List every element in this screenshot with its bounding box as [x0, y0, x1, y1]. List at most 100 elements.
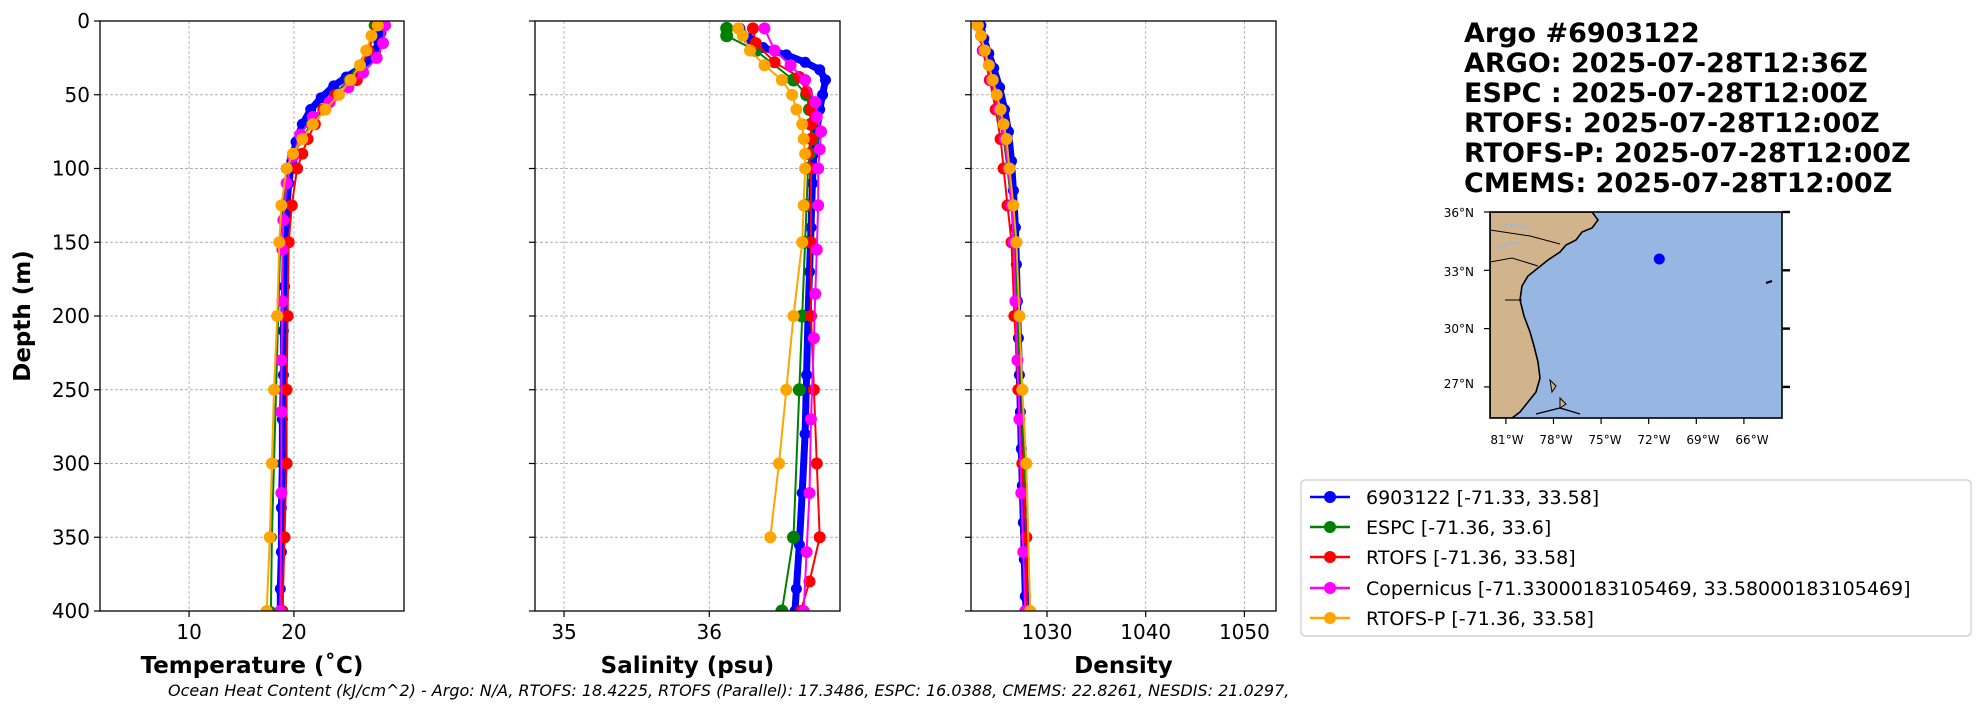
legend: 6903122 [-71.33, 33.58] ESPC [-71.36, 33…	[1300, 479, 1972, 637]
legend-entry: RTOFS [-71.36, 33.58]	[1310, 547, 1576, 569]
map-land	[1490, 212, 1599, 418]
y-tick-label: 300	[52, 452, 90, 476]
data-point	[786, 88, 799, 101]
data-point	[333, 88, 345, 101]
data-point	[1000, 133, 1013, 145]
data-point	[265, 457, 278, 470]
legend-swatch-marker	[1324, 582, 1336, 594]
data-point	[815, 125, 828, 138]
legend-swatch-marker	[1324, 491, 1336, 503]
legend-label: RTOFS-P [-71.36, 33.58]	[1366, 608, 1594, 630]
data-point	[820, 74, 831, 86]
data-point	[974, 29, 987, 42]
data-point	[370, 51, 383, 64]
data-point	[990, 88, 1003, 101]
data-point	[813, 143, 826, 156]
data-point	[377, 37, 389, 50]
data-point	[764, 531, 777, 544]
temperature-panel: 0 50 100 150 200 250 300 350 400 10 20 Temperature …	[52, 9, 405, 679]
y-tick-label: 0	[77, 9, 90, 33]
data-point	[806, 177, 818, 189]
data-point	[790, 583, 802, 595]
data-point	[1013, 413, 1026, 426]
title-line: RTOFS: 2025-07-28T12:00Z	[1464, 108, 1880, 139]
y-tick-label: 400	[52, 599, 90, 623]
x-axis-label: Salinity (psu)	[601, 653, 775, 679]
y-axis-label: Depth (m)	[10, 250, 36, 382]
data-point	[371, 21, 384, 32]
data-point	[260, 605, 273, 611]
legend-swatch-marker	[1324, 551, 1336, 563]
series-group	[260, 21, 392, 611]
cuba-coast	[1535, 407, 1581, 415]
data-point	[746, 22, 759, 35]
data-point	[720, 29, 734, 43]
data-point	[978, 44, 991, 57]
data-point	[997, 118, 1010, 131]
lat-label: 33°N	[1444, 265, 1474, 279]
data-point	[797, 199, 810, 212]
data-point	[803, 575, 816, 588]
data-point	[807, 332, 820, 345]
data-point	[306, 118, 319, 131]
legend-entry: 6903122 [-71.33, 33.58]	[1310, 487, 1599, 509]
data-point	[800, 546, 813, 558]
y-tick-label: 150	[52, 230, 90, 254]
data-point	[810, 110, 823, 123]
y-tick-label: 50	[65, 83, 90, 107]
lon-label: 72°W	[1637, 433, 1670, 447]
data-point	[784, 59, 797, 72]
data-point	[792, 383, 806, 397]
data-point	[814, 64, 826, 76]
data-point	[280, 383, 293, 396]
data-point	[787, 530, 800, 544]
legend-label: RTOFS [-71.36, 33.58]	[1366, 547, 1576, 569]
data-point	[1016, 383, 1029, 396]
float-position-marker	[1653, 253, 1665, 265]
data-point	[275, 354, 288, 367]
data-point	[775, 74, 788, 86]
river	[1499, 223, 1531, 231]
data-point	[813, 531, 826, 544]
data-point	[319, 103, 332, 116]
data-point	[286, 147, 299, 160]
data-point	[296, 133, 309, 145]
map-frame	[1489, 211, 1783, 419]
data-point	[268, 383, 280, 396]
data-point	[360, 44, 373, 57]
data-point	[796, 236, 809, 249]
data-point	[365, 29, 378, 42]
data-point	[799, 162, 812, 175]
salinity-panel: 35 36 Salinity (psu)	[529, 20, 841, 679]
data-point	[273, 236, 286, 249]
data-point	[296, 147, 309, 160]
title-line: CMEMS: 2025-07-28T12:00Z	[1464, 168, 1892, 199]
ocean-heat-content-footer: Ocean Heat Content (kJ/cm^2) - Argo: N/A…	[168, 681, 1289, 700]
legend-label: 6903122 [-71.33, 33.58]	[1366, 487, 1599, 509]
data-point	[1007, 199, 1020, 212]
title-block: Argo #6903122 ARGO: 2025-07-28T12:36Z ES…	[1464, 18, 1911, 199]
data-point	[328, 80, 340, 92]
data-point	[801, 369, 813, 381]
data-point	[809, 96, 822, 109]
data-point	[280, 457, 293, 470]
y-tick-label: 250	[52, 378, 90, 402]
data-point	[982, 59, 995, 72]
data-point	[281, 310, 294, 322]
data-point	[758, 59, 771, 72]
lon-label: 81°W	[1490, 433, 1523, 447]
series-line-rtofs-p	[976, 25, 1032, 611]
data-point	[736, 29, 749, 42]
y-tick-label: 100	[52, 157, 90, 181]
data-point	[291, 162, 304, 175]
legend-entry: Copernicus [-71.33000183105469, 33.58000…	[1310, 578, 1911, 600]
state-border	[1490, 257, 1539, 267]
data-point	[274, 605, 287, 611]
title-line: ARGO: 2025-07-28T12:36Z	[1464, 48, 1868, 79]
data-point	[799, 56, 811, 68]
x-tick-label: 10	[176, 620, 201, 644]
data-point	[1015, 487, 1028, 499]
lat-label: 36°N	[1444, 206, 1474, 220]
legend-swatch-marker	[1324, 521, 1336, 533]
